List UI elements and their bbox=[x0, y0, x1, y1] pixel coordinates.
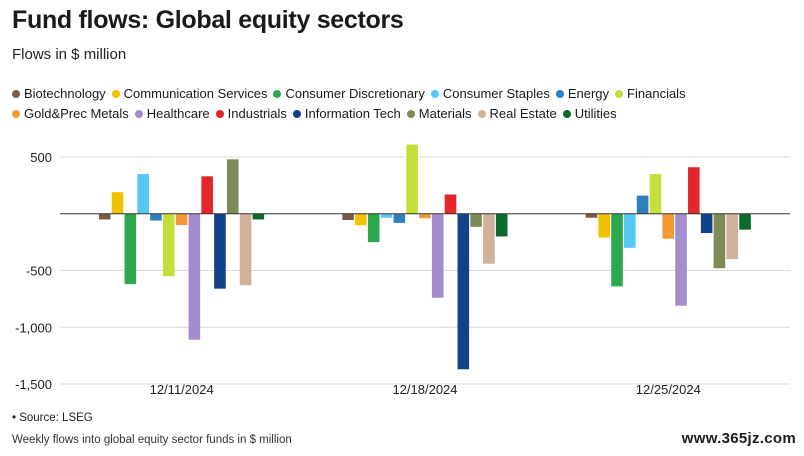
bar bbox=[175, 213, 188, 226]
legend-item: Consumer Staples bbox=[430, 84, 550, 104]
legend-swatch bbox=[292, 110, 301, 118]
legend-swatch bbox=[134, 110, 143, 118]
bar bbox=[457, 213, 470, 370]
legend-label: Utilities bbox=[574, 106, 617, 121]
legend-label: Consumer Discretionary bbox=[285, 86, 425, 101]
legend-item: Consumer Discretionary bbox=[273, 84, 425, 104]
bar bbox=[726, 213, 739, 260]
y-tick-label: -1,000 bbox=[15, 320, 52, 335]
bar bbox=[380, 213, 393, 218]
watermark: www.365jz.com bbox=[681, 430, 796, 447]
footnote: Weekly flows into global equity sector f… bbox=[12, 434, 292, 446]
bar bbox=[636, 195, 649, 214]
x-tick-label: 12/11/2024 bbox=[150, 382, 214, 397]
legend-item: Information Tech bbox=[292, 104, 401, 124]
bar bbox=[688, 167, 700, 214]
bar bbox=[137, 174, 149, 214]
legend-label: Healthcare bbox=[146, 106, 210, 121]
bar bbox=[252, 213, 265, 220]
x-tick-label: 12/25/2024 bbox=[636, 382, 701, 397]
legend-item: Energy bbox=[555, 84, 610, 104]
bar bbox=[495, 213, 508, 237]
y-tick-label: 500 bbox=[30, 150, 52, 165]
legend-item: Utilities bbox=[562, 104, 617, 124]
bar bbox=[342, 213, 354, 221]
legend-label: Materials bbox=[418, 106, 472, 121]
legend-label: Financials bbox=[627, 86, 686, 101]
bar bbox=[483, 213, 495, 264]
legend-label: Biotechnology bbox=[24, 86, 106, 101]
bar-chart: 500 -500 -1,000 -1,500 12/11/2024 12/18/2024 1… bbox=[15, 144, 790, 397]
x-tick-label: 12/18/2024 bbox=[392, 382, 457, 397]
legend-swatch bbox=[273, 90, 282, 98]
legend-label: Energy bbox=[567, 86, 610, 101]
bar bbox=[598, 213, 611, 238]
legend-swatch bbox=[555, 90, 564, 98]
y-tick-label: -500 bbox=[26, 264, 52, 279]
bar bbox=[611, 213, 623, 287]
legend-swatch bbox=[615, 90, 624, 98]
bar bbox=[201, 176, 213, 214]
legend-item: Gold&Prec Metals bbox=[12, 104, 129, 124]
bar bbox=[188, 213, 201, 340]
legend-swatch bbox=[562, 110, 571, 118]
legend-item: Real Estate bbox=[477, 104, 557, 124]
bar bbox=[431, 213, 444, 298]
bar bbox=[444, 194, 457, 214]
bar bbox=[624, 213, 636, 248]
bar bbox=[393, 213, 406, 223]
bar bbox=[162, 213, 175, 277]
chart-legend: Biotechnology Communication Services Consu… bbox=[12, 84, 792, 124]
legend-swatch bbox=[477, 110, 486, 118]
legend-swatch bbox=[406, 110, 415, 118]
legend-label: Real Estate bbox=[489, 106, 557, 121]
legend-item: Materials bbox=[406, 104, 472, 124]
bar bbox=[150, 213, 162, 221]
legend-swatch bbox=[111, 90, 120, 98]
legend-label: Consumer Staples bbox=[442, 86, 550, 101]
legend-item: Communication Services bbox=[111, 84, 268, 104]
bar bbox=[98, 213, 111, 220]
bar bbox=[700, 213, 713, 234]
legend-item: Healthcare bbox=[134, 104, 210, 124]
legend-label: Industrials bbox=[227, 106, 287, 121]
legend-label: Gold&Prec Metals bbox=[24, 106, 129, 121]
legend-item: Biotechnology bbox=[12, 84, 106, 104]
chart-subtitle: Flows in $ million bbox=[12, 46, 127, 63]
bar bbox=[662, 213, 675, 239]
bar bbox=[675, 213, 687, 306]
bar bbox=[470, 213, 482, 227]
bar bbox=[226, 159, 239, 214]
bar bbox=[406, 144, 418, 214]
bar bbox=[419, 213, 431, 219]
bar bbox=[585, 213, 598, 218]
bar bbox=[214, 213, 226, 289]
legend-swatch bbox=[215, 110, 224, 118]
legend-swatch bbox=[12, 90, 20, 98]
bar bbox=[713, 213, 726, 269]
bar bbox=[111, 192, 124, 214]
legend-label: Communication Services bbox=[123, 86, 268, 101]
legend-label: Information Tech bbox=[304, 106, 401, 121]
y-tick-label: -1,500 bbox=[15, 377, 52, 392]
source-note: • Source: LSEG bbox=[12, 412, 93, 424]
bar bbox=[367, 213, 380, 243]
bar bbox=[239, 213, 252, 286]
bar bbox=[355, 213, 367, 226]
bar bbox=[124, 213, 137, 285]
bar bbox=[739, 213, 751, 230]
legend-item: Financials bbox=[615, 84, 686, 104]
bar bbox=[649, 174, 662, 214]
chart-title: Fund flows: Global equity sectors bbox=[12, 6, 404, 34]
legend-swatch bbox=[430, 90, 439, 98]
legend-swatch bbox=[12, 110, 20, 118]
legend-item: Industrials bbox=[215, 104, 287, 124]
